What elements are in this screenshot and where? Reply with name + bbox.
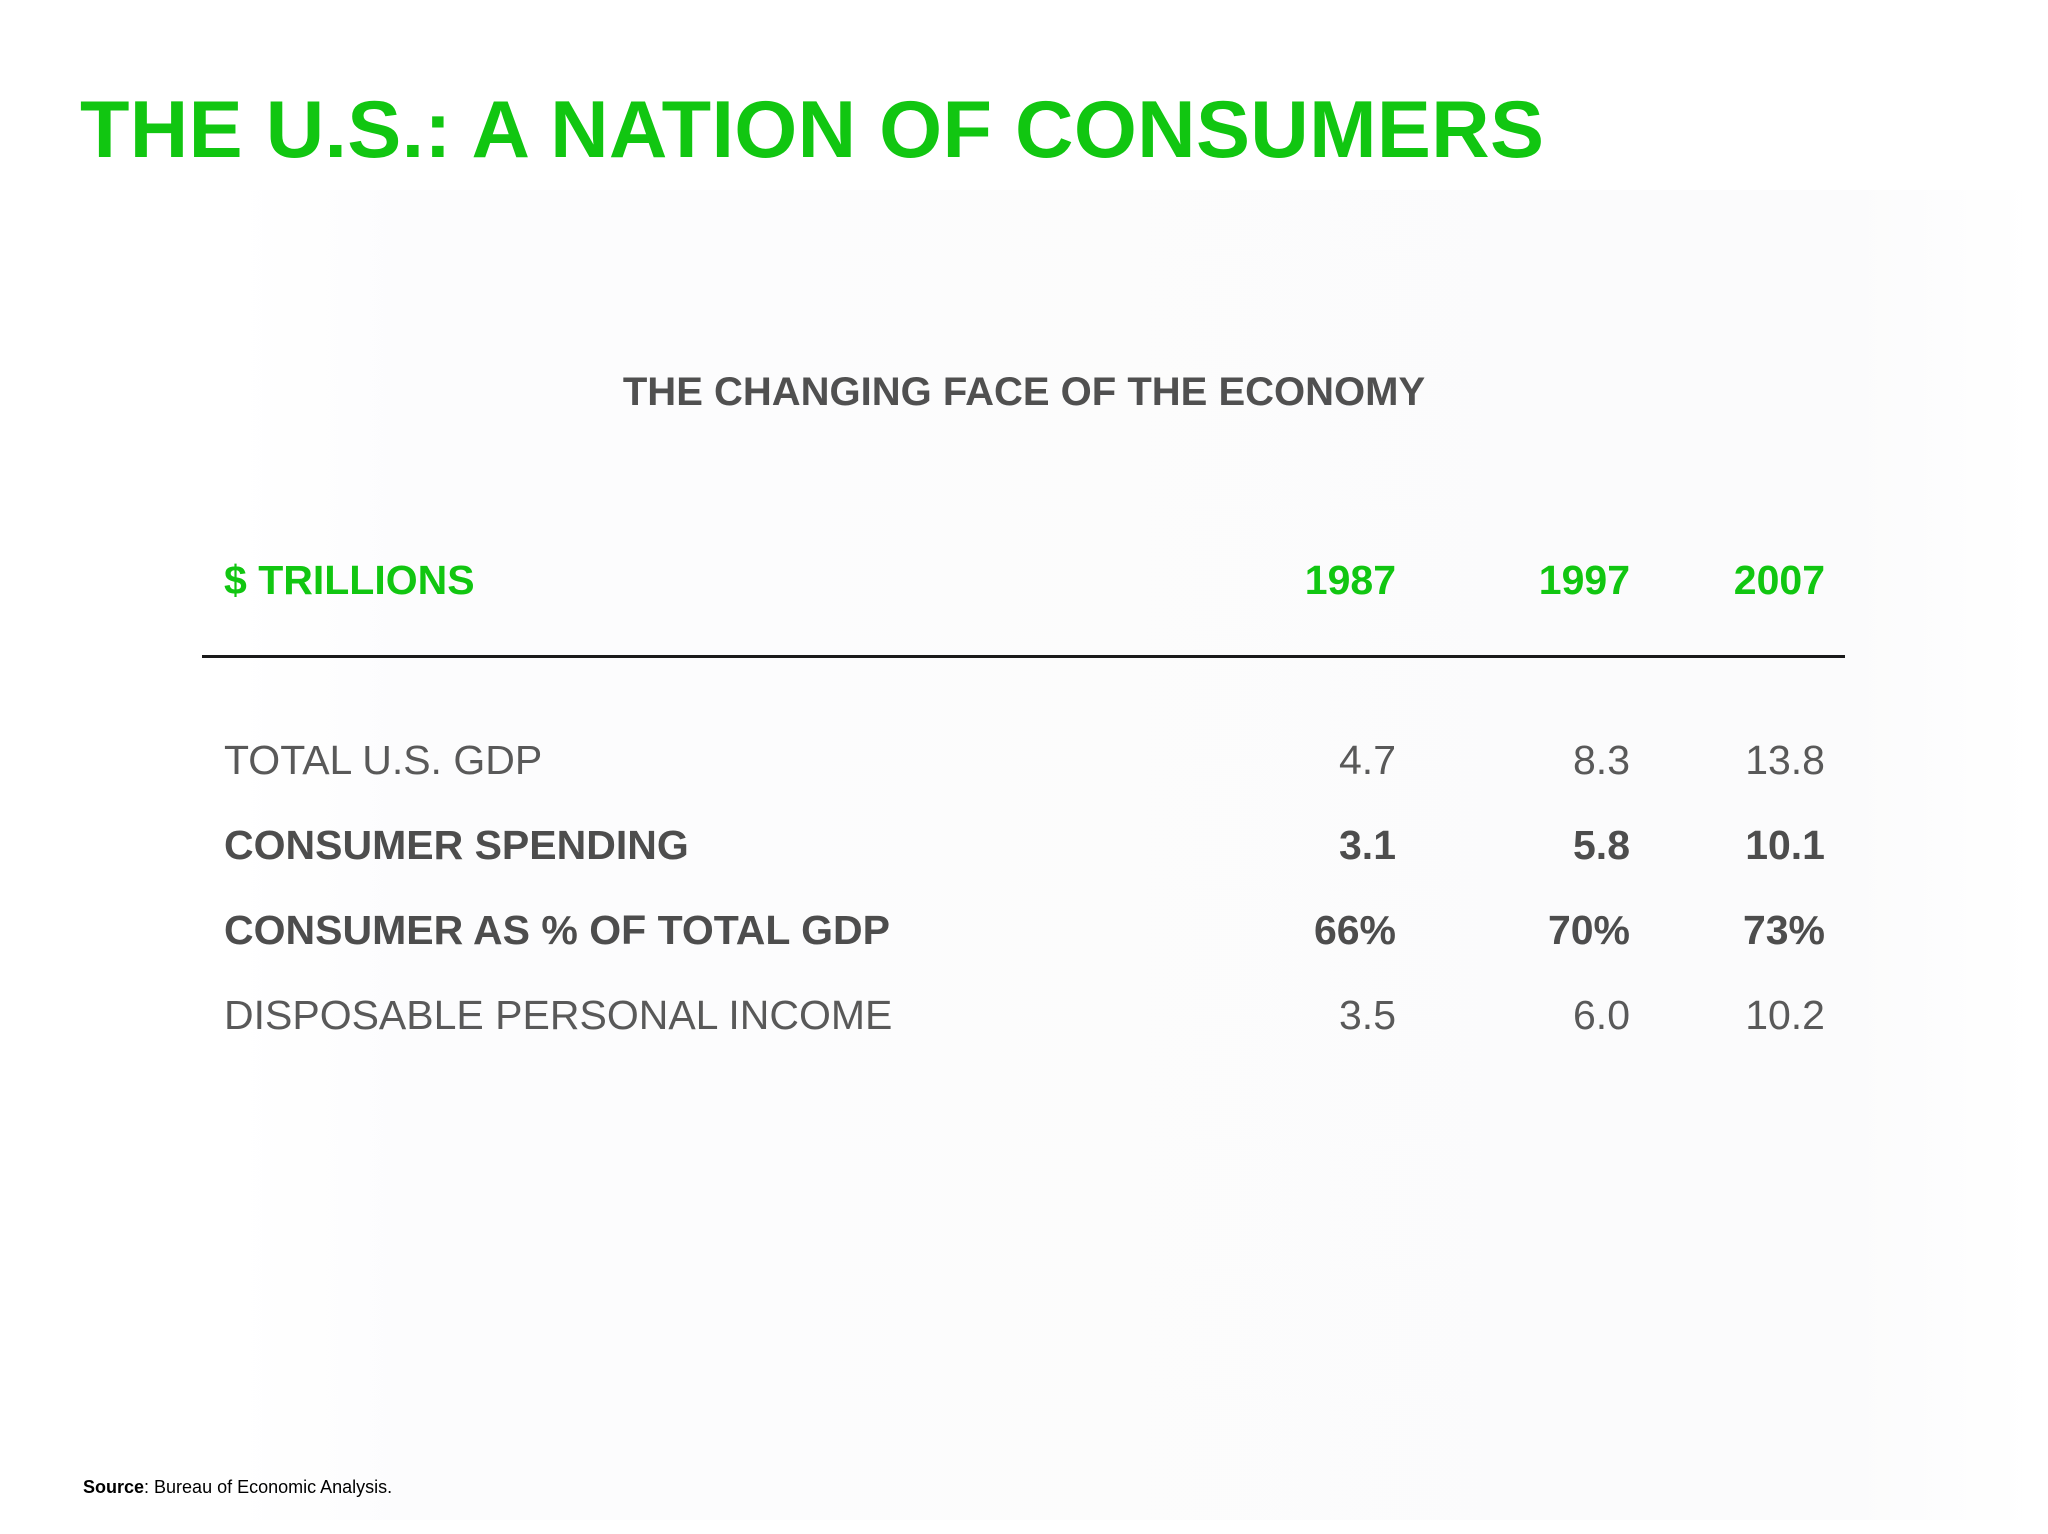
page-title: THE U.S.: A NATION OF CONSUMERS <box>80 84 1544 177</box>
table-cell: 10.2 <box>1665 992 1825 1039</box>
table-cell: 10.1 <box>1665 822 1825 869</box>
table-row: CONSUMER AS % OF TOTAL GDP 66% 70% 73% <box>0 907 2048 962</box>
column-header-1997: 1997 <box>1470 557 1630 604</box>
header-divider <box>202 655 1845 658</box>
unit-label: $ TRILLIONS <box>224 557 475 604</box>
table-cell: 3.1 <box>1236 822 1396 869</box>
table-row: CONSUMER SPENDING 3.1 5.8 10.1 <box>0 822 2048 877</box>
table-cell: 73% <box>1665 907 1825 954</box>
table-cell: 3.5 <box>1236 992 1396 1039</box>
row-label-consumer-pct-gdp: CONSUMER AS % OF TOTAL GDP <box>224 907 890 954</box>
column-header-2007: 2007 <box>1665 557 1825 604</box>
table-row: TOTAL U.S. GDP 4.7 8.3 13.8 <box>0 737 2048 792</box>
table-cell: 8.3 <box>1470 737 1630 784</box>
row-label-total-gdp: TOTAL U.S. GDP <box>224 737 542 784</box>
table-header-row: $ TRILLIONS 1987 1997 2007 <box>0 557 2048 607</box>
source-text: : Bureau of Economic Analysis. <box>144 1477 392 1497</box>
table-cell: 70% <box>1470 907 1630 954</box>
column-header-1987: 1987 <box>1236 557 1396 604</box>
row-label-consumer-spending: CONSUMER SPENDING <box>224 822 689 869</box>
source-note: Source: Bureau of Economic Analysis. <box>83 1477 392 1498</box>
table-cell: 4.7 <box>1236 737 1396 784</box>
table-cell: 5.8 <box>1470 822 1630 869</box>
table-title: THE CHANGING FACE OF THE ECONOMY <box>0 370 2048 415</box>
row-label-disposable-income: DISPOSABLE PERSONAL INCOME <box>224 992 892 1039</box>
table-row: DISPOSABLE PERSONAL INCOME 3.5 6.0 10.2 <box>0 992 2048 1047</box>
source-label: Source <box>83 1477 144 1497</box>
table-cell: 6.0 <box>1470 992 1630 1039</box>
table-cell: 66% <box>1236 907 1396 954</box>
table-cell: 13.8 <box>1665 737 1825 784</box>
